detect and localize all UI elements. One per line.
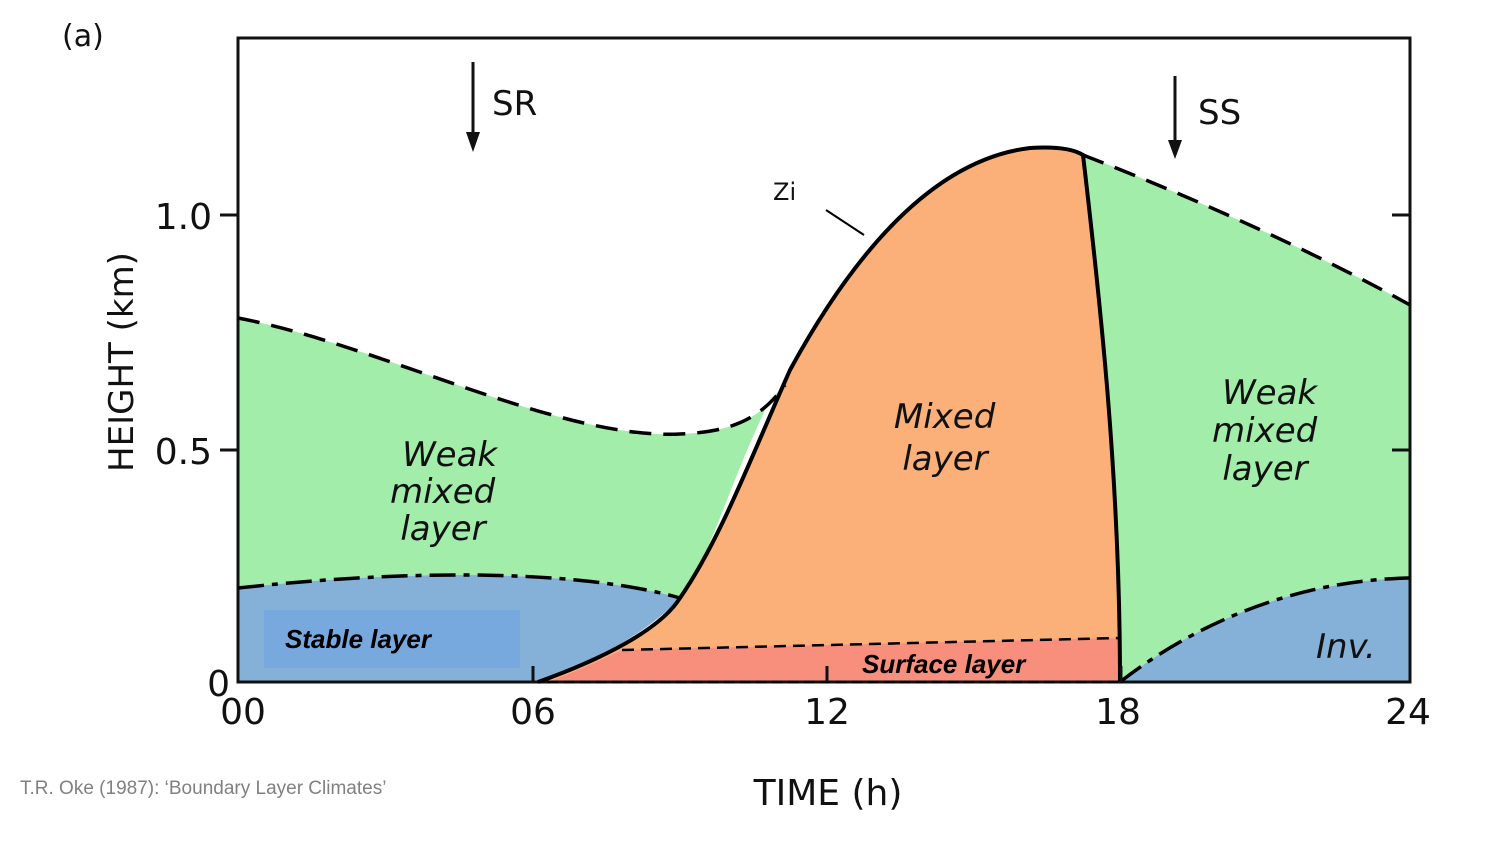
- stable-top-dashdot: [237, 573, 681, 600]
- zi-pointer-line: [825, 209, 865, 236]
- stable-layer-label-box: [264, 610, 520, 668]
- y-tick-label: 0: [207, 664, 230, 705]
- stable-layer-label: Stable layer: [285, 624, 433, 654]
- x-axis-title: TIME (h): [753, 773, 903, 814]
- inversion-top-dashdot: [1118, 576, 1411, 684]
- inversion-label: Inv.: [1316, 627, 1376, 667]
- surface-layer-label: Surface layer: [862, 649, 1027, 679]
- x-tick-label: 06: [510, 692, 556, 733]
- y-tick-label: 0.5: [155, 432, 212, 473]
- y-axis-ticks: [220, 213, 1410, 452]
- zi-label: Zi: [773, 178, 796, 206]
- sunset-arrow-icon: [1168, 76, 1182, 159]
- x-tick-label: 18: [1095, 692, 1141, 733]
- x-tick-label: 12: [804, 692, 850, 733]
- weak-mixed-top-right-dashed: [1082, 153, 1411, 307]
- x-tick-label: 24: [1385, 692, 1431, 733]
- mixed-layer-region: [538, 147, 1120, 682]
- sunrise-arrow-icon: [466, 62, 480, 152]
- weak-mixed-top-left-dashed: [237, 316, 787, 436]
- x-axis-ticks: [531, 666, 1123, 682]
- panel-label: (a): [62, 19, 104, 54]
- surface-layer-region: [548, 638, 1120, 682]
- weak-mixed-layer-right-region: [1083, 155, 1410, 682]
- sunset-label: SS: [1198, 93, 1241, 133]
- x-tick-label: 00: [220, 692, 266, 733]
- sunrise-label: SR: [492, 84, 537, 124]
- y-tick-label: 1.0: [155, 197, 212, 238]
- weak-mixed-layer-left-region: [238, 318, 785, 598]
- mixed-layer-label: Mixed layer: [894, 397, 1006, 479]
- source-credit: T.R. Oke (1987): ‘Boundary Layer Climate…: [20, 778, 387, 799]
- weak-mixed-right-label: Weak mixed layer: [1212, 373, 1328, 489]
- surface-layer-top-dashed: [621, 636, 1121, 652]
- inversion-region: [1120, 578, 1410, 682]
- weak-mixed-left-label: Weak mixed layer: [390, 435, 508, 549]
- y-axis-title: HEIGHT (km): [102, 252, 142, 472]
